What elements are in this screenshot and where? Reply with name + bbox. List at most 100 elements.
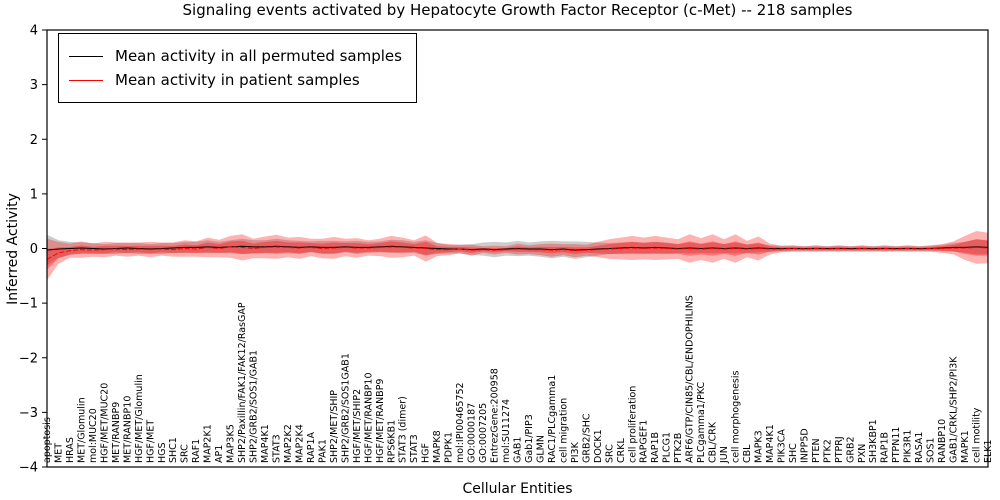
x-tick-label: SOS1 (926, 437, 937, 463)
x-tick-label: HGF/MET/SHIP2 (352, 389, 363, 463)
x-tick-label: STAT3 (272, 434, 283, 463)
y-tick-label: −1 (19, 297, 38, 312)
x-tick-label: SRC (604, 444, 615, 463)
x-tick-label: SHP2/GRB2/SOS1/GAB1 (249, 350, 260, 463)
x-tick-label: RAC1/PLCgamma1 (547, 375, 558, 463)
x-tick-label: MET (53, 443, 64, 463)
x-tick-label: RAP1B (650, 432, 661, 463)
x-tick-label: PXN (857, 444, 868, 463)
x-tick-label: PIK3R1 (903, 430, 914, 463)
x-tick-label: mol:IPI00465752 (455, 382, 466, 463)
x-tick-label: SHP2/GRB2/SOS1GAB1 (340, 353, 351, 463)
x-tick-label: MET/Glomulin (76, 397, 87, 463)
x-tick-label: PTPRJ (834, 436, 845, 463)
x-tick-label: GAB1 (513, 437, 524, 463)
legend-label-patient: Mean activity in patient samples (115, 71, 360, 89)
x-tick-label: HGF/MET/Glomulin (134, 374, 145, 463)
x-tick-label: HGF (421, 443, 432, 463)
x-tick-label: EntrezGene:200958 (490, 368, 501, 463)
x-tick-label: HGF/MET/RANBP9 (375, 379, 386, 463)
y-tick-label: −2 (19, 351, 38, 366)
chart-title: Signaling events activated by Hepatocyte… (182, 1, 853, 19)
y-tick-label: 2 (30, 133, 38, 148)
x-tick-label: MET/RANBP10 (122, 396, 133, 463)
x-tick-label: PLCgamma1/PKC (696, 381, 707, 463)
x-tick-label: GO:0000187 (467, 403, 478, 463)
x-tick-label: MAP2K1 (203, 424, 214, 463)
x-tick-label: mol:SU11274 (501, 399, 512, 463)
x-tick-label: SHP2/MET/SHIP (329, 390, 340, 463)
legend-line-black-icon (69, 55, 103, 57)
x-tick-label: SH3KBP1 (868, 419, 879, 463)
legend-line-red-icon (69, 79, 103, 81)
x-tick-label: RAP1B (880, 432, 891, 463)
x-tick-label: PDPK1 (444, 432, 455, 463)
y-tick-label: 1 (30, 187, 38, 202)
x-axis-label: Cellular Entities (462, 481, 573, 497)
x-tick-label: SHC (788, 443, 799, 463)
axes-frame (46, 29, 989, 468)
x-tick-label: cell migration (558, 398, 569, 463)
x-tick-label: MET/RANBP9 (111, 402, 122, 463)
x-tick-label: JUN (719, 446, 730, 464)
x-tick-label: RASA1 (914, 432, 925, 463)
x-tick-label: MAP2K2 (283, 424, 294, 463)
x-tick-label: CRKL (616, 438, 627, 463)
x-tick-label: PAK1 (317, 439, 328, 463)
x-tick-label: CBL (742, 444, 753, 463)
x-tick-label: mol:MUC20 (88, 408, 99, 463)
x-tick-label: RANBP10 (937, 419, 948, 463)
y-tick-label: 4 (30, 24, 38, 39)
patient-mean-line (46, 246, 989, 260)
x-tick-label: AP1 (214, 445, 225, 463)
x-tick-label: DOCK1 (593, 429, 604, 463)
legend-label-permuted: Mean activity in all permuted samples (115, 47, 402, 65)
x-tick-label: HRAS (65, 437, 76, 463)
x-tick-label: MAPK8 (432, 430, 443, 463)
x-tick-label: ARF6/GTP/CIN85/CBL/ENDOPHILINS (685, 295, 696, 463)
x-tick-label: PTEN (811, 438, 822, 463)
x-tick-label: GRB2/SHC (581, 413, 592, 463)
legend-entry-patient: Mean activity in patient samples (69, 71, 402, 89)
x-tick-label: HGF/MET (145, 420, 156, 463)
legend-entry-permuted: Mean activity in all permuted samples (69, 47, 402, 65)
x-tick-label: PLCG1 (662, 432, 673, 463)
x-tick-label: MAPK3 (753, 430, 764, 463)
x-tick-label: GLMN (535, 435, 546, 463)
x-tick-label: GAB1/CRKL/SHP2/PI3K (949, 356, 960, 463)
permuted-std-band (47, 234, 988, 266)
x-tick-label: HGF/MET/RANBP10 (363, 372, 374, 463)
x-tick-label: GO:0007205 (478, 403, 489, 463)
x-tick-label: RPS6KB1 (386, 420, 397, 463)
x-tick-label: HGS (157, 442, 168, 463)
x-tick-label: RAP1A (306, 432, 317, 463)
y-tick-label: 0 (30, 242, 38, 257)
x-tick-label: PTK2 (822, 439, 833, 463)
x-tick-label: MAP4K1 (260, 424, 271, 463)
x-tick-label: cell motility (972, 407, 983, 463)
y-tick-label: −3 (19, 406, 38, 421)
x-tick-label: STAT3 (dimer) (398, 396, 409, 463)
x-tick-label: MAPK1 (960, 430, 971, 463)
x-tick-label: SHP2/Paxillin/FAK1/FAK12/RasGAP (237, 302, 248, 463)
x-tick-label: cell morphogenesis (731, 370, 742, 463)
y-tick-label: 3 (30, 78, 38, 93)
x-tick-label: INPP5D (799, 428, 810, 463)
x-tick-label: PTPN11 (891, 427, 902, 463)
x-tick-label: Gab1/PIP3 (524, 414, 535, 463)
patient-std-band-outer (47, 231, 988, 281)
x-tick-label: PIK3CA (776, 429, 787, 463)
x-tick-label: MAP2K4 (294, 424, 305, 463)
x-tick-label: cell proliferation (627, 386, 638, 463)
x-tick-label: RAF1 (191, 439, 202, 463)
x-tick-label: PTK2B (673, 433, 684, 463)
x-tick-label: CBL/CRK (708, 421, 719, 463)
x-tick-label: PI3K (570, 441, 581, 463)
x-tick-label: MAP3K5 (226, 424, 237, 463)
x-tick-label: SHC1 (168, 437, 179, 463)
x-tick-label: SRC (180, 444, 191, 463)
x-tick-label: STAT3 (409, 434, 420, 463)
y-tick-label: −4 (19, 461, 38, 476)
